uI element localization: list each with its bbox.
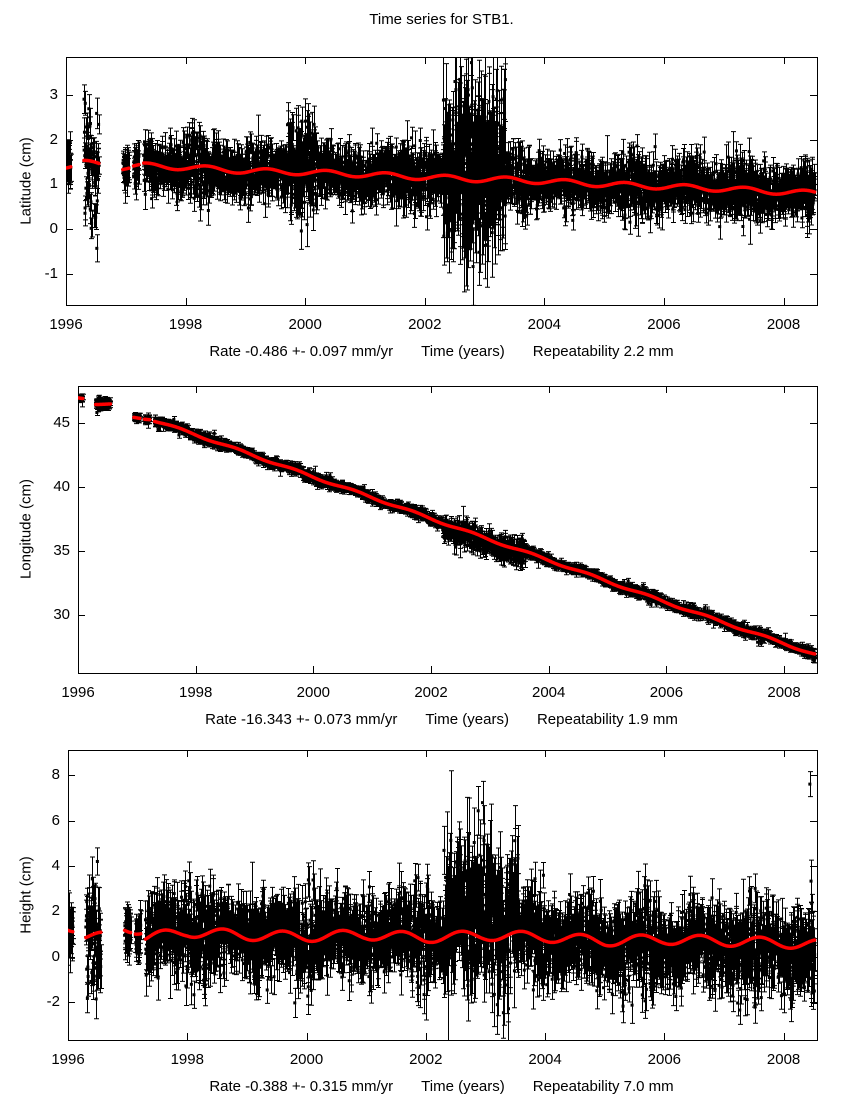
rate-label: Rate -16.343 +- 0.073 mm/yr xyxy=(205,711,398,728)
repeatability-label: Repeatability 2.2 mm xyxy=(532,343,674,360)
y-axis-label-height: Height (cm) xyxy=(17,856,35,934)
caption-latitude: Rate -0.486 +- 0.097 mm/yr Time (years) … xyxy=(66,343,817,360)
y-axis-label-latitude: Latitude (cm) xyxy=(17,137,35,225)
x-axis-title: Time (years) xyxy=(425,711,509,728)
repeatability-label: Repeatability 1.9 mm xyxy=(536,711,678,728)
repeatability-label: Repeatability 7.0 mm xyxy=(532,1078,674,1095)
x-axis-title: Time (years) xyxy=(421,343,505,360)
y-axis-label-longitude: Longitude (cm) xyxy=(17,478,35,580)
rate-label: Rate -0.486 +- 0.097 mm/yr xyxy=(209,343,394,360)
figure-title: Time series for STB1. xyxy=(369,11,514,28)
caption-height: Rate -0.388 +- 0.315 mm/yr Time (years) … xyxy=(66,1078,817,1095)
caption-longitude: Rate -16.343 +- 0.073 mm/yr Time (years)… xyxy=(66,711,817,728)
x-axis-title: Time (years) xyxy=(421,1078,505,1095)
rate-label: Rate -0.388 +- 0.315 mm/yr xyxy=(209,1078,394,1095)
